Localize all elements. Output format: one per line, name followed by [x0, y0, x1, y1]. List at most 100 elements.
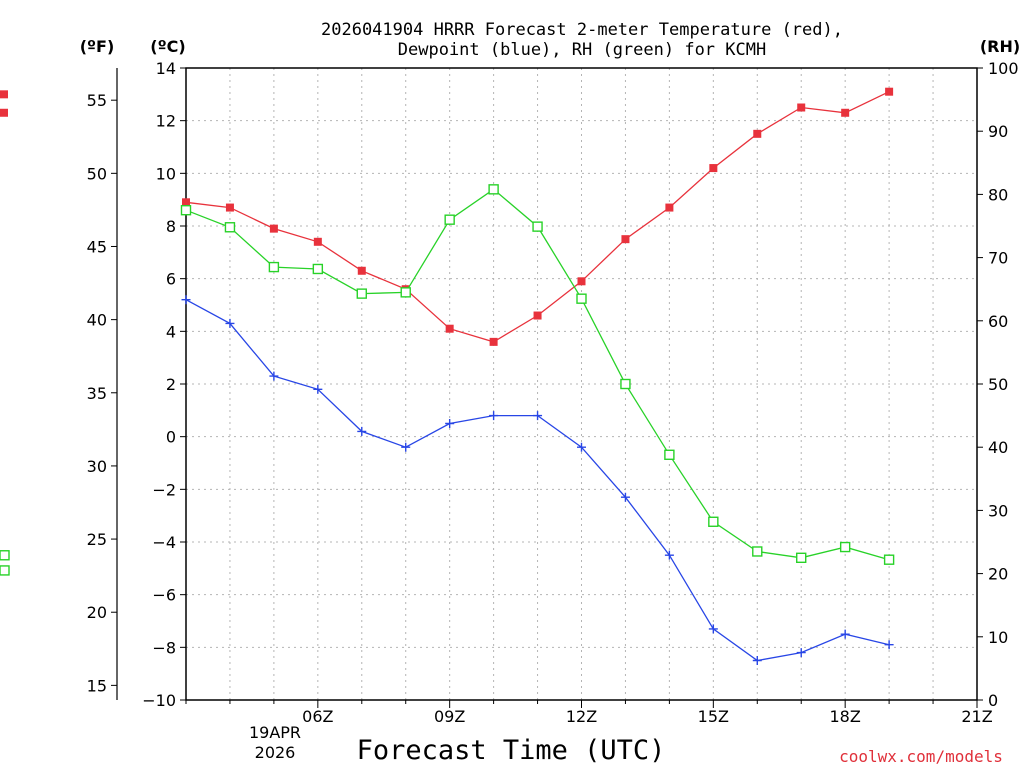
plot-frame	[185, 67, 978, 701]
celsius-tick-label: −2	[152, 480, 176, 499]
data-point-marker	[620, 492, 630, 502]
celsius-tick-label: 6	[166, 270, 176, 289]
data-point-marker	[224, 222, 236, 233]
fahrenheit-tick-label: 45	[87, 237, 107, 256]
data-point-marker	[313, 384, 323, 394]
data-point-marker	[225, 318, 235, 328]
fahrenheit-tick-label: 25	[87, 530, 107, 549]
data-point-marker	[665, 203, 674, 212]
x-tick-label: 12Z	[566, 707, 597, 726]
celsius-tick-label: −8	[152, 638, 176, 657]
rh-tick-label: 0	[988, 691, 998, 710]
data-point-marker	[489, 337, 498, 346]
date-label-day: 19APR	[249, 723, 301, 742]
fahrenheit-tick-label: 15	[87, 676, 107, 695]
series-2-meter-temperature	[0, 87, 894, 346]
data-point-marker	[488, 184, 499, 195]
x-tick-label: 09Z	[434, 707, 465, 726]
data-point-marker	[445, 324, 454, 333]
data-point-marker	[489, 411, 499, 421]
data-point-marker	[445, 419, 455, 428]
credit-link[interactable]: coolwx.com/models	[839, 747, 1003, 766]
rh-tick-label: 60	[988, 312, 1008, 331]
chart-title-line1: 2026041904 HRRR Forecast 2-meter Tempera…	[321, 20, 843, 40]
data-point-marker	[664, 449, 675, 460]
data-point-marker	[708, 516, 719, 527]
fahrenheit-tick-label: 20	[87, 603, 107, 622]
data-point-marker	[885, 87, 894, 96]
fahrenheit-tick-label: 40	[87, 311, 107, 330]
rh-tick-label: 30	[988, 501, 1008, 520]
rh-tick-label: 10	[988, 628, 1008, 647]
data-point-marker	[577, 277, 586, 286]
tick-labels: 06Z 09Z 12Z 15Z 18Z 21Z −10 −8 −6 −4 −2 0 2 4 6 8 10 12 14…	[87, 59, 1019, 726]
x-tick-label: 06Z	[302, 707, 333, 726]
celsius-tick-label: 0	[166, 428, 176, 447]
fahrenheit-unit-label: (ºF)	[80, 37, 115, 56]
x-tick-label: 15Z	[698, 707, 729, 726]
axes	[111, 67, 983, 708]
data-point-marker	[312, 263, 324, 275]
data-point-marker	[797, 103, 806, 112]
x-axis-label: Forecast Time (UTC)	[357, 735, 666, 766]
data-point-marker	[269, 371, 279, 381]
celsius-tick-label: 14	[156, 59, 176, 78]
data-point-marker	[796, 552, 807, 563]
data-point-marker	[796, 648, 806, 658]
x-tick-label: 18Z	[830, 707, 861, 726]
series-line	[185, 299, 890, 662]
rh-unit-label: (RH)	[980, 37, 1020, 56]
data-series	[0, 87, 895, 665]
data-point-marker	[708, 624, 718, 634]
celsius-unit-label: (ºC)	[150, 37, 185, 56]
data-point-marker	[664, 550, 674, 560]
data-point-marker	[357, 426, 367, 436]
data-point-marker	[620, 378, 631, 390]
data-point-marker	[0, 108, 8, 117]
data-point-marker	[709, 164, 718, 173]
celsius-tick-label: −4	[152, 533, 176, 552]
data-point-marker	[0, 565, 10, 576]
data-point-marker	[268, 261, 280, 273]
data-point-marker	[752, 546, 763, 557]
celsius-tick-label: 8	[166, 217, 176, 236]
data-point-marker	[621, 235, 630, 244]
data-point-marker	[313, 237, 322, 246]
celsius-tick-label: 2	[166, 375, 176, 394]
celsius-tick-label: −6	[152, 586, 176, 605]
series-rh	[0, 184, 895, 576]
data-point-marker	[884, 640, 894, 650]
rh-tick-label: 80	[988, 185, 1008, 204]
data-point-marker	[356, 288, 367, 299]
data-point-marker	[401, 442, 411, 452]
data-point-marker	[444, 214, 455, 225]
data-point-marker	[269, 224, 278, 233]
celsius-tick-label: 12	[156, 112, 176, 131]
data-point-marker	[0, 550, 10, 561]
data-point-marker	[752, 656, 762, 665]
series-dewpoint	[182, 295, 894, 665]
data-point-marker	[400, 287, 411, 298]
data-point-marker	[841, 108, 850, 117]
rh-tick-label: 100	[988, 59, 1019, 78]
rh-tick-label: 90	[988, 122, 1008, 141]
data-point-marker	[533, 311, 542, 320]
data-point-marker	[532, 221, 543, 232]
date-label-year: 2026	[255, 743, 296, 762]
data-point-marker	[181, 295, 191, 305]
celsius-tick-label: −10	[142, 691, 176, 710]
data-point-marker	[0, 90, 8, 99]
data-point-marker	[533, 411, 543, 421]
data-point-marker	[753, 129, 762, 138]
chart-title-line2: Dewpoint (blue), RH (green) for KCMH	[398, 40, 766, 60]
rh-tick-label: 20	[988, 565, 1008, 584]
data-point-marker	[357, 266, 366, 275]
data-point-marker	[576, 293, 587, 304]
fahrenheit-tick-label: 50	[87, 164, 107, 183]
rh-tick-label: 40	[988, 438, 1008, 457]
rh-tick-label: 50	[988, 375, 1008, 394]
data-point-marker	[839, 541, 851, 553]
x-tick-label: 21Z	[961, 707, 992, 726]
grid-lines	[186, 68, 977, 700]
